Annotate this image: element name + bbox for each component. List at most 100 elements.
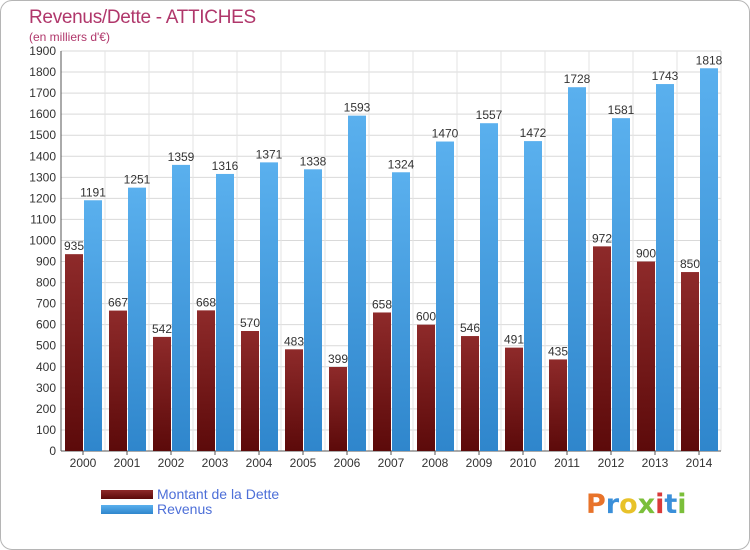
bar-debt bbox=[197, 310, 215, 451]
bar-debt bbox=[461, 336, 479, 451]
data-label-revenus: 1191 bbox=[80, 185, 106, 199]
bar-debt bbox=[285, 349, 303, 451]
data-label-revenus: 1251 bbox=[124, 173, 151, 187]
x-tick-label: 2003 bbox=[202, 456, 229, 470]
data-label-revenus: 1818 bbox=[696, 53, 723, 67]
y-tick-label: 500 bbox=[36, 339, 56, 353]
bar-debt bbox=[637, 261, 655, 451]
bar-revenus bbox=[172, 164, 190, 452]
y-tick-label: 1400 bbox=[29, 149, 56, 163]
bars bbox=[65, 68, 718, 452]
data-label-revenus: 1557 bbox=[476, 108, 503, 122]
proxiti-logo: Proxiti bbox=[586, 489, 687, 520]
bar-debt bbox=[65, 254, 83, 451]
y-tick-label: 900 bbox=[36, 255, 56, 269]
x-tick-label: 2010 bbox=[510, 456, 537, 470]
bar-revenus bbox=[84, 200, 102, 451]
y-tick-label: 200 bbox=[36, 402, 56, 416]
x-tick-label: 2002 bbox=[158, 456, 185, 470]
y-tick-label: 1900 bbox=[29, 44, 56, 58]
bar-debt bbox=[681, 272, 699, 451]
data-label-revenus: 1371 bbox=[256, 147, 283, 161]
legend-item-debt: Montant de la Dette bbox=[101, 486, 279, 502]
y-tick-label: 800 bbox=[36, 276, 56, 290]
x-tick-label: 2008 bbox=[422, 456, 449, 470]
y-tick-label: 300 bbox=[36, 381, 56, 395]
data-label-revenus: 1743 bbox=[652, 69, 679, 83]
logo-letter: i bbox=[655, 489, 665, 520]
x-tick-label: 2012 bbox=[598, 456, 625, 470]
y-tick-label: 100 bbox=[36, 423, 56, 437]
bar-debt bbox=[241, 331, 259, 451]
bar-debt bbox=[373, 312, 391, 451]
bar-revenus bbox=[568, 87, 586, 452]
y-tick-label: 0 bbox=[49, 444, 56, 458]
data-label-debt: 667 bbox=[108, 296, 128, 310]
data-label-revenus: 1728 bbox=[564, 72, 591, 86]
bar-revenus bbox=[612, 118, 630, 451]
data-label-revenus: 1316 bbox=[212, 159, 239, 173]
data-label-revenus: 1324 bbox=[388, 157, 415, 171]
bar-revenus bbox=[436, 141, 454, 452]
x-tick-label: 2011 bbox=[554, 456, 580, 470]
legend-item-revenus: Revenus bbox=[101, 501, 212, 517]
bar-revenus bbox=[700, 68, 718, 452]
bar-debt bbox=[593, 246, 611, 451]
data-label-debt: 972 bbox=[592, 231, 612, 245]
logo-letter: x bbox=[637, 489, 656, 520]
data-label-debt: 600 bbox=[416, 310, 436, 324]
legend-swatch-revenus bbox=[101, 504, 153, 514]
data-label-debt: 935 bbox=[64, 239, 84, 253]
x-tick-label: 2001 bbox=[114, 456, 141, 470]
data-label-debt: 658 bbox=[372, 297, 392, 311]
y-tick-label: 1300 bbox=[29, 170, 56, 184]
data-label-debt: 900 bbox=[636, 247, 656, 261]
x-tick-label: 2004 bbox=[246, 456, 273, 470]
x-tick-label: 2000 bbox=[70, 456, 97, 470]
data-label-revenus: 1472 bbox=[520, 126, 547, 140]
logo-letter: t bbox=[664, 489, 678, 520]
bar-debt bbox=[505, 347, 523, 451]
y-tick-label: 600 bbox=[36, 318, 56, 332]
data-label-debt: 399 bbox=[328, 352, 348, 366]
bar-debt bbox=[549, 359, 567, 451]
x-tick-label: 2007 bbox=[378, 456, 405, 470]
data-label-revenus: 1359 bbox=[168, 150, 195, 164]
data-label-debt: 570 bbox=[240, 316, 260, 330]
logo-letter: o bbox=[619, 489, 638, 520]
data-label-debt: 483 bbox=[284, 334, 304, 348]
x-tick-label: 2013 bbox=[642, 456, 669, 470]
logo-letter: P bbox=[586, 489, 606, 520]
bar-revenus bbox=[260, 162, 278, 452]
data-label-debt: 435 bbox=[548, 344, 568, 358]
logo-letter: i bbox=[677, 489, 687, 520]
chart-subtitle: (en milliers d'€) bbox=[29, 30, 110, 44]
y-tick-label: 1200 bbox=[29, 191, 56, 205]
data-label-debt: 668 bbox=[196, 295, 216, 309]
bar-debt bbox=[329, 367, 347, 451]
y-tick-label: 1000 bbox=[29, 233, 56, 247]
legend-swatch-debt bbox=[101, 489, 153, 499]
bar-debt bbox=[417, 324, 435, 451]
data-label-revenus: 1338 bbox=[300, 154, 327, 168]
data-label-revenus: 1581 bbox=[608, 103, 635, 117]
bar-revenus bbox=[524, 141, 542, 451]
data-label-debt: 546 bbox=[460, 321, 480, 335]
legend-label-debt: Montant de la Dette bbox=[157, 486, 280, 502]
data-label-revenus: 1470 bbox=[432, 127, 459, 141]
y-tick-label: 400 bbox=[36, 360, 56, 374]
legend-label-revenus: Revenus bbox=[157, 501, 213, 517]
y-tick-label: 1800 bbox=[29, 65, 56, 79]
y-tick-label: 1600 bbox=[29, 107, 56, 121]
data-label-debt: 491 bbox=[504, 333, 524, 347]
data-label-debt: 850 bbox=[680, 257, 700, 271]
y-tick-label: 1100 bbox=[30, 212, 56, 226]
bar-revenus bbox=[216, 173, 234, 451]
bar-revenus bbox=[392, 172, 410, 451]
y-tick-label: 1700 bbox=[29, 86, 56, 100]
logo-letter: r bbox=[605, 489, 620, 520]
data-label-debt: 542 bbox=[152, 322, 172, 336]
bar-revenus bbox=[304, 169, 322, 451]
